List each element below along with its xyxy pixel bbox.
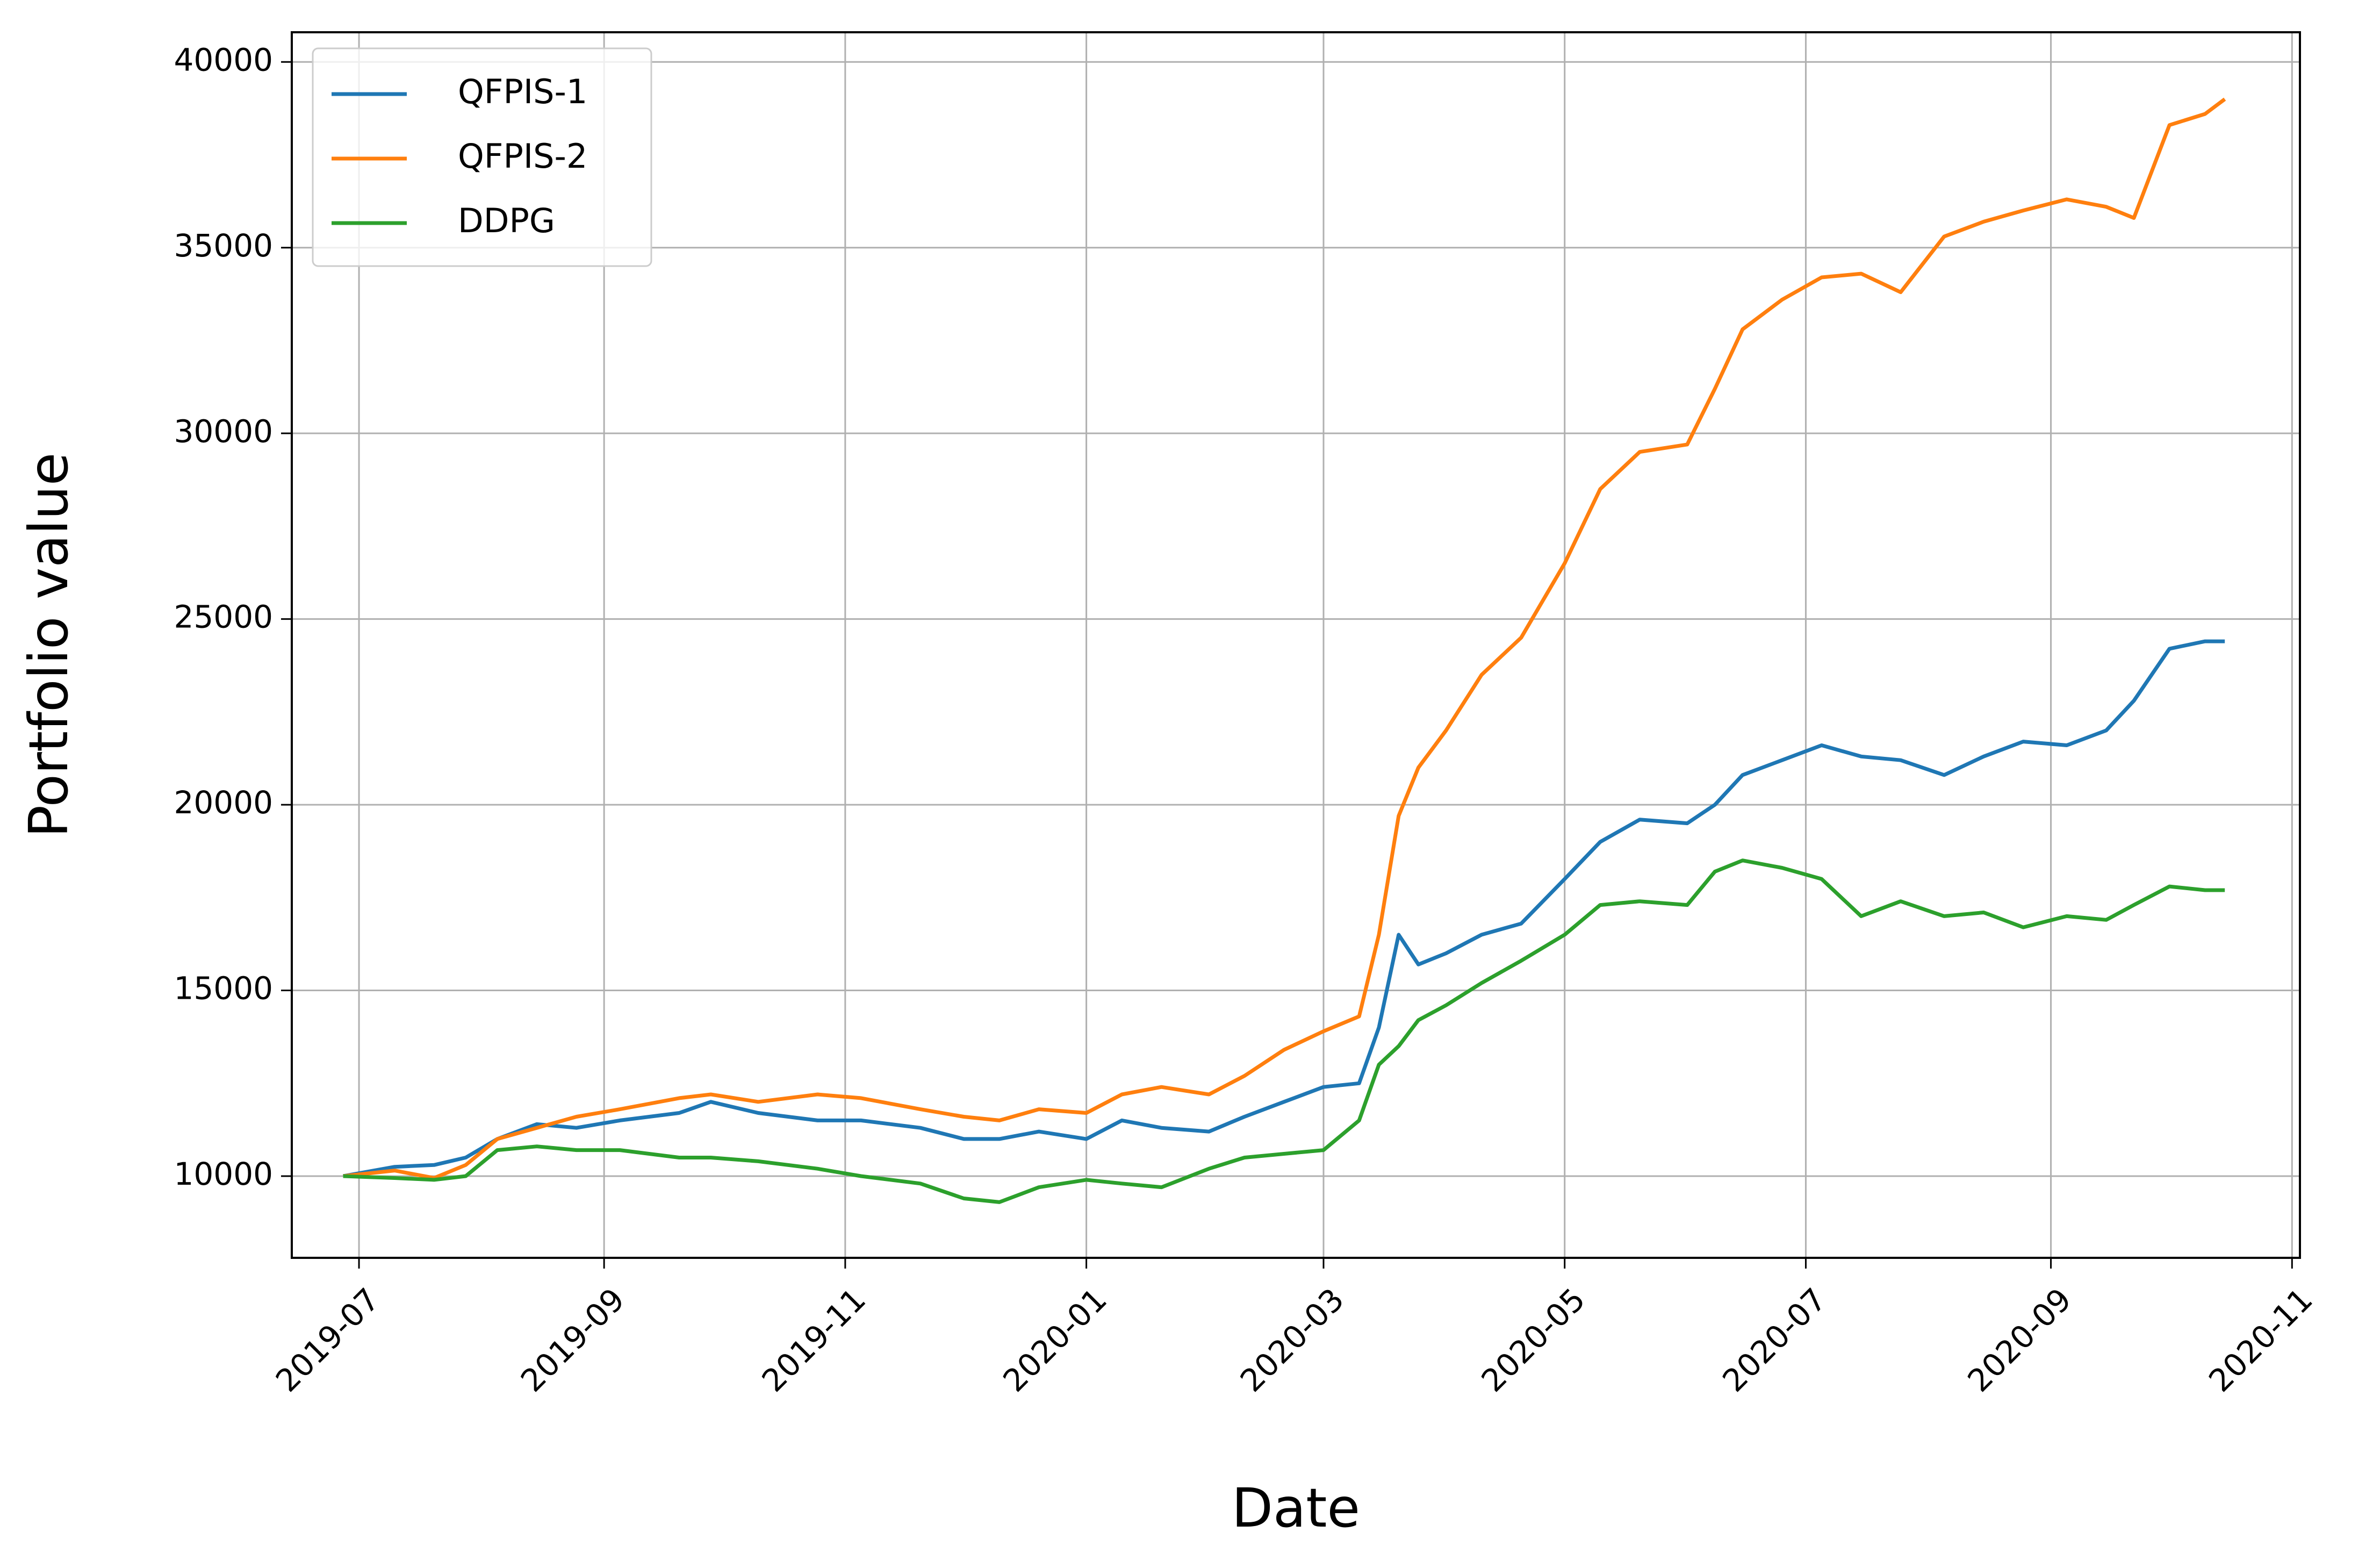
x-axis-title: Date bbox=[1232, 1477, 1360, 1539]
y-tick-label: 30000 bbox=[174, 413, 273, 449]
grid bbox=[292, 32, 2300, 1258]
y-axis-ticks: 10000 15000 20000 25000 30000 35000 40000 bbox=[174, 41, 292, 1192]
legend-label-qfpis-1: QFPIS-1 bbox=[458, 72, 587, 111]
series-lines bbox=[342, 97, 2226, 1204]
y-tick-label: 40000 bbox=[174, 41, 273, 78]
series-line-qfpis-2 bbox=[343, 97, 2226, 1180]
y-tick-label: 15000 bbox=[174, 970, 273, 1007]
y-tick-label: 10000 bbox=[174, 1156, 273, 1192]
series-line-ddpg bbox=[343, 858, 2225, 1204]
y-axis-title: Portfolio value bbox=[17, 453, 80, 837]
plot-frame bbox=[291, 31, 2301, 1259]
series-line-qfpis-1 bbox=[342, 639, 2225, 1178]
legend-label-ddpg: DDPG bbox=[458, 201, 555, 240]
y-tick-label: 25000 bbox=[174, 599, 273, 635]
legend: QFPIS-1 QFPIS-2 DDPG bbox=[312, 47, 652, 267]
legend-box bbox=[312, 47, 652, 267]
y-tick-label: 35000 bbox=[174, 227, 273, 264]
legend-label-qfpis-2: QFPIS-2 bbox=[458, 137, 587, 176]
y-tick-label: 20000 bbox=[174, 784, 273, 821]
